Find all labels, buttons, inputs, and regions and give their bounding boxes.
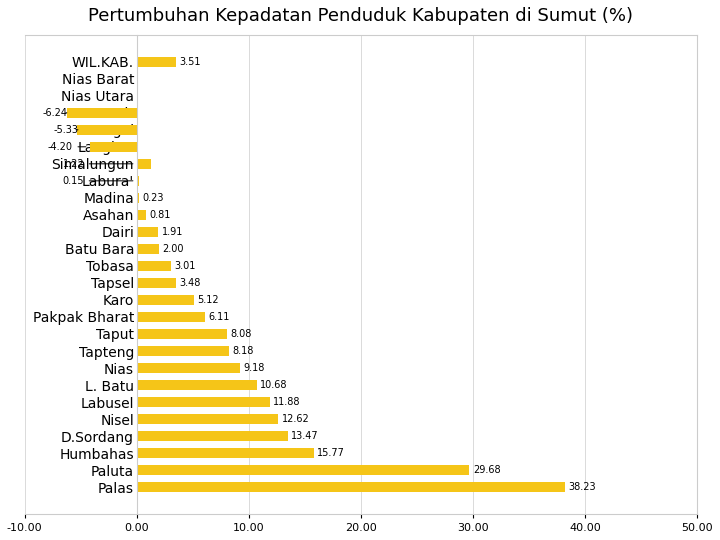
Bar	[137, 244, 159, 254]
Text: 3.48: 3.48	[179, 278, 201, 288]
Text: 5.12: 5.12	[197, 295, 219, 305]
Bar	[137, 329, 228, 339]
Title: Pertumbuhan Kepadatan Penduduk Kabupaten di Sumut (%): Pertumbuhan Kepadatan Penduduk Kabupaten…	[89, 7, 634, 25]
Text: -4.20: -4.20	[48, 142, 73, 152]
Bar	[137, 380, 256, 390]
Text: -5.33: -5.33	[53, 125, 78, 135]
Text: 0.23: 0.23	[143, 193, 164, 203]
Bar	[67, 107, 137, 118]
Text: 8.08: 8.08	[231, 329, 252, 339]
Text: 12.62: 12.62	[282, 414, 310, 424]
Bar	[137, 159, 150, 169]
Text: 38.23: 38.23	[569, 482, 596, 492]
Text: 10.68: 10.68	[260, 380, 287, 390]
Bar	[90, 141, 137, 152]
Bar	[137, 414, 279, 424]
Bar	[137, 210, 146, 220]
Bar	[137, 176, 138, 186]
Text: 3.01: 3.01	[174, 261, 195, 271]
Text: 0.15: 0.15	[63, 176, 84, 186]
Bar	[137, 193, 140, 203]
Bar	[137, 482, 565, 492]
Bar	[137, 57, 176, 67]
Bar	[137, 227, 158, 237]
Bar	[137, 312, 205, 322]
Bar	[137, 465, 469, 475]
Bar	[137, 295, 194, 305]
Text: -6.24: -6.24	[42, 108, 68, 118]
Bar	[137, 261, 171, 271]
Bar	[137, 448, 314, 458]
Bar	[137, 431, 288, 441]
Bar	[77, 125, 137, 135]
Text: 1.22: 1.22	[63, 159, 84, 169]
Bar	[137, 346, 228, 356]
Text: 13.47: 13.47	[291, 431, 319, 441]
Text: 9.18: 9.18	[243, 363, 264, 373]
Text: 0.81: 0.81	[149, 210, 171, 220]
Text: 1.91: 1.91	[161, 227, 183, 237]
Text: 15.77: 15.77	[317, 448, 345, 458]
Bar	[137, 363, 240, 373]
Text: 8.18: 8.18	[232, 346, 253, 356]
Bar	[137, 397, 270, 407]
Text: 11.88: 11.88	[274, 397, 301, 407]
Text: 6.11: 6.11	[209, 312, 230, 322]
Text: 3.51: 3.51	[179, 57, 201, 67]
Text: 2.00: 2.00	[163, 244, 184, 254]
Bar	[137, 278, 176, 288]
Text: 29.68: 29.68	[473, 465, 500, 475]
